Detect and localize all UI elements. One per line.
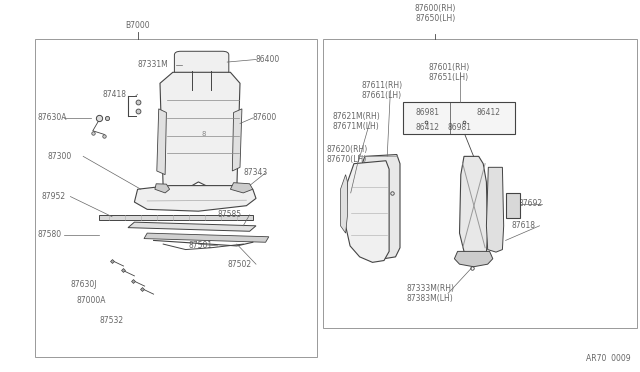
Text: 87601(RH)
87651(LH): 87601(RH) 87651(LH) xyxy=(429,62,470,82)
Text: 87621M(RH)
87671M(LH): 87621M(RH) 87671M(LH) xyxy=(333,112,381,131)
Text: 86400: 86400 xyxy=(256,55,280,64)
Text: 87532: 87532 xyxy=(99,316,124,326)
Text: 87692: 87692 xyxy=(518,199,543,208)
Polygon shape xyxy=(144,233,269,242)
Text: 87630J: 87630J xyxy=(70,280,97,289)
Text: 87600(RH)
87650(LH): 87600(RH) 87650(LH) xyxy=(415,4,456,23)
Text: 87618: 87618 xyxy=(512,221,536,230)
Text: 87418: 87418 xyxy=(102,90,127,99)
Text: 87331M: 87331M xyxy=(138,61,168,70)
Text: B7000: B7000 xyxy=(125,21,150,30)
Text: 87620(RH)
87670(LH): 87620(RH) 87670(LH) xyxy=(326,145,367,164)
Text: 87300: 87300 xyxy=(48,152,72,161)
Polygon shape xyxy=(357,154,400,259)
Text: 87611(RH)
87661(LH): 87611(RH) 87661(LH) xyxy=(362,81,403,100)
Polygon shape xyxy=(155,184,170,193)
Text: 86412: 86412 xyxy=(416,123,440,132)
Text: 86412: 86412 xyxy=(477,108,501,117)
Text: 8: 8 xyxy=(201,131,206,137)
Polygon shape xyxy=(454,251,493,267)
Text: 87501: 87501 xyxy=(189,241,213,250)
Text: 87585: 87585 xyxy=(218,210,242,219)
Polygon shape xyxy=(230,183,253,193)
Polygon shape xyxy=(157,109,166,174)
Polygon shape xyxy=(128,222,256,231)
Text: 87580: 87580 xyxy=(37,230,61,240)
Text: 87952: 87952 xyxy=(42,192,66,201)
Polygon shape xyxy=(160,72,240,193)
FancyBboxPatch shape xyxy=(174,51,229,75)
Text: 87333M(RH)
87383M(LH): 87333M(RH) 87383M(LH) xyxy=(406,284,454,303)
Bar xyxy=(403,102,515,134)
Text: 87502: 87502 xyxy=(227,260,252,269)
Text: AR70  0009: AR70 0009 xyxy=(586,354,630,363)
Polygon shape xyxy=(346,161,389,262)
Text: 87000A: 87000A xyxy=(77,296,106,305)
Bar xyxy=(35,39,317,357)
Text: 87600: 87600 xyxy=(253,113,277,122)
Text: 86981: 86981 xyxy=(448,123,472,132)
Text: 86981: 86981 xyxy=(416,108,440,117)
Polygon shape xyxy=(134,186,256,211)
Polygon shape xyxy=(340,174,348,233)
Polygon shape xyxy=(232,109,242,171)
Polygon shape xyxy=(99,215,253,220)
Polygon shape xyxy=(460,156,488,259)
Bar xyxy=(323,39,637,328)
Polygon shape xyxy=(506,193,520,218)
Text: 87343: 87343 xyxy=(243,168,268,177)
Text: 87630A: 87630A xyxy=(37,113,67,122)
Polygon shape xyxy=(486,167,504,252)
